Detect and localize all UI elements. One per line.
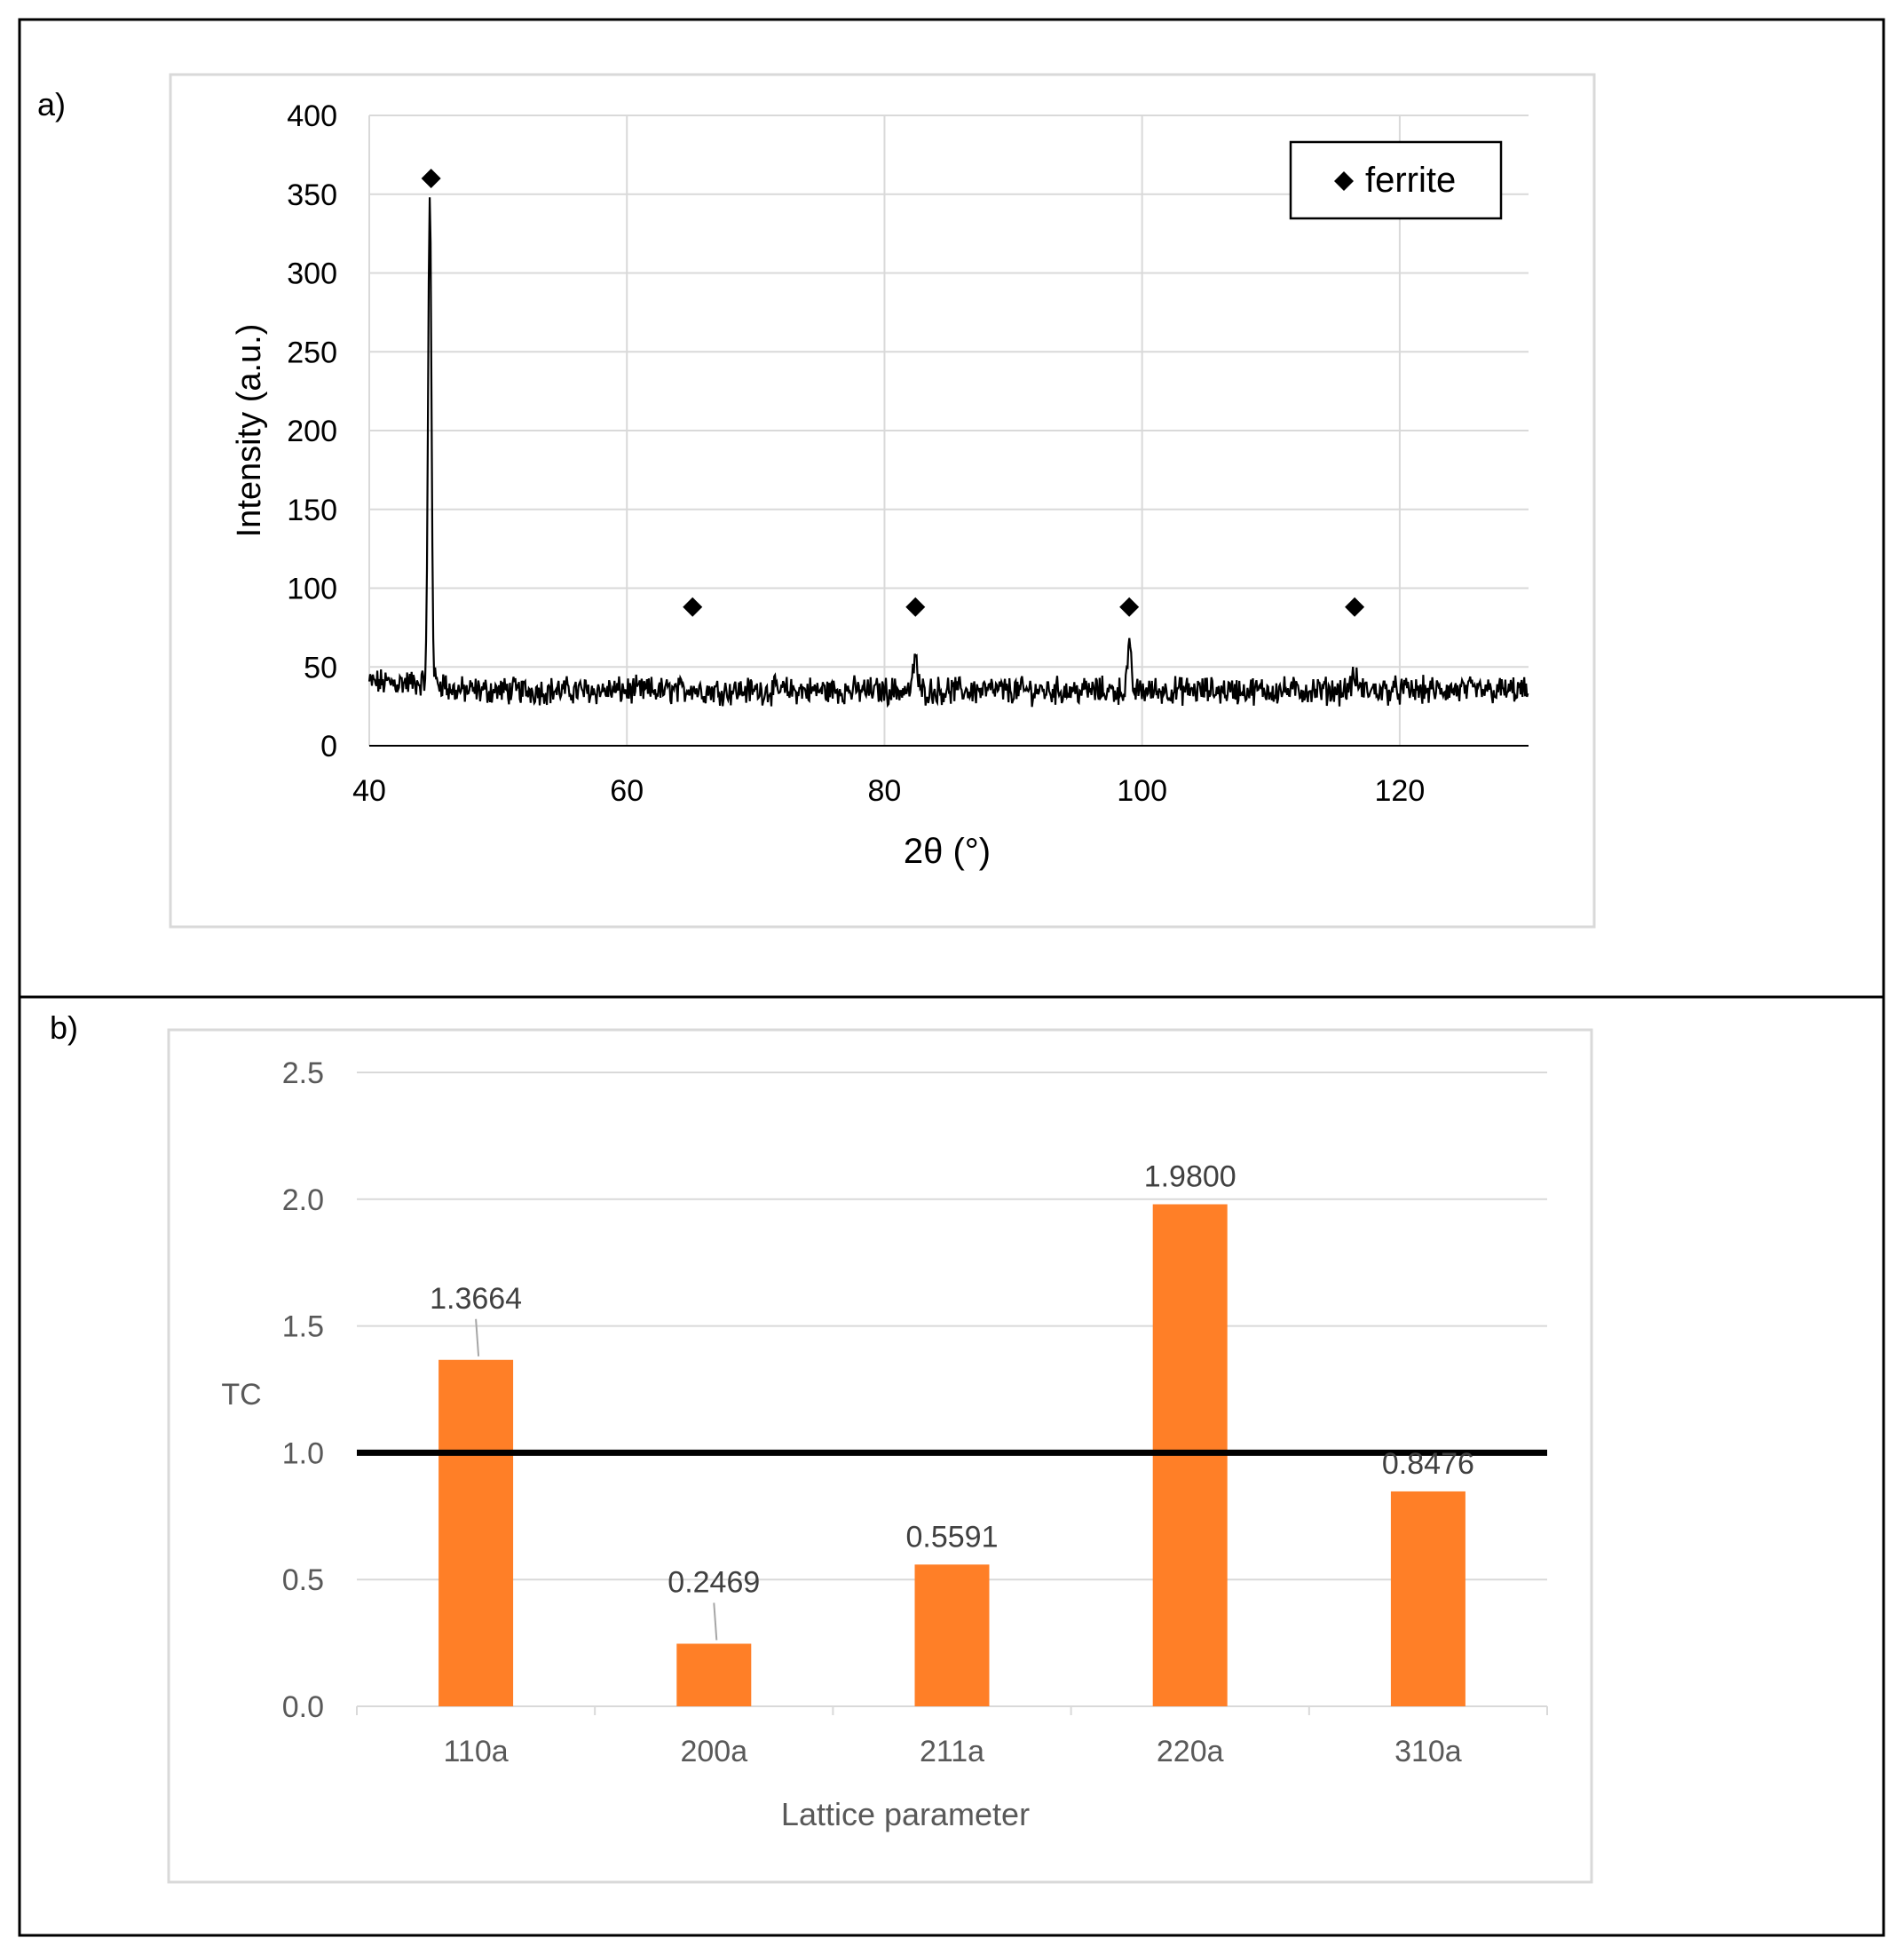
ferrite-peak-marker: [421, 169, 441, 188]
chart-b-x-tick-label: 310a: [1394, 1735, 1462, 1768]
chart-a-y-tick-label: 200: [287, 415, 337, 448]
legend-entry-ferrite: ferrite: [1365, 161, 1456, 200]
bar-data-label: 1.9800: [1144, 1160, 1236, 1194]
legend-diamond-icon: [1334, 171, 1354, 191]
chart-a-legend: ferrite: [1289, 140, 1503, 220]
panel-b-label: b): [50, 1009, 78, 1046]
chart-b-x-axis-title: Lattice parameter: [781, 1796, 1030, 1832]
ferrite-peak-marker: [683, 597, 703, 617]
bar-200a: [676, 1643, 752, 1706]
chart-a-y-tick-label: 250: [287, 336, 337, 369]
chart-a-x-tick-label: 40: [352, 774, 386, 808]
chart-a-peak-markers: [421, 169, 1365, 617]
chart-b-y-axis-title: TC: [221, 1378, 261, 1412]
chart-a-x-axis-title: 2θ (°): [904, 832, 991, 871]
chart-a-y-tick-label: 150: [287, 494, 337, 527]
ferrite-peak-marker: [905, 597, 926, 617]
chart-b: 0.0 0.5 1.0 1.5 2.0 2.5 110a 1.3664 200a 0.2469 21…: [221, 1056, 1548, 1832]
chart-b-y-tick-label: 2.0: [282, 1183, 324, 1217]
data-label-leader: [713, 1602, 718, 1641]
bar-211a: [914, 1564, 990, 1706]
chart-a-series-line: [367, 197, 1529, 708]
chart-b-y-tick-label: 0.5: [282, 1563, 324, 1597]
bar-110a: [438, 1359, 514, 1706]
chart-a-y-tick-label: 300: [287, 257, 337, 291]
chart-a-y-tick-label: 400: [287, 99, 337, 133]
ferrite-peak-marker: [1119, 597, 1140, 617]
chart-a-y-tick-label: 50: [304, 651, 337, 684]
bar-310a: [1390, 1491, 1466, 1706]
chart-a-y-tick-label: 350: [287, 178, 337, 212]
bar-data-label: 0.2469: [668, 1565, 760, 1599]
chart-b-x-tick-label: 220a: [1157, 1735, 1224, 1768]
bar-data-label: 0.8476: [1382, 1447, 1474, 1481]
bar-data-label: 1.3664: [430, 1282, 522, 1316]
chart-a-y-tick-label: 100: [287, 573, 337, 606]
ferrite-peak-marker: [1345, 597, 1365, 617]
chart-b-area: [167, 1028, 1593, 1884]
chart-b-y-tick-label: 2.5: [282, 1056, 324, 1090]
legend-box: [1289, 140, 1503, 220]
chart-a: 0 50 100 150 200 250 300 350 400 40 60 80 100 120 2θ …: [231, 99, 1529, 871]
chart-a-y-tick-label: 0: [320, 730, 337, 763]
bar-data-label: 0.5591: [906, 1520, 999, 1554]
chart-a-x-tick-label: 60: [610, 774, 644, 808]
panel-a-label: a): [37, 86, 66, 123]
chart-a-x-tick-label: 100: [1117, 774, 1167, 808]
chart-a-y-axis-title: Intensity (a.u.): [231, 324, 268, 538]
chart-a-x-tick-label: 80: [868, 774, 902, 808]
figure-frame: [18, 18, 1885, 1937]
chart-b-x-tick-label: 110a: [444, 1735, 509, 1768]
chart-b-labels: 0.0 0.5 1.0 1.5 2.0 2.5 110a 1.3664 200a 0.2469 21…: [282, 1056, 1474, 1768]
data-label-leader: [475, 1318, 480, 1357]
chart-b-x-tick-label: 211a: [920, 1735, 984, 1768]
chart-b-x-tick-label: 200a: [680, 1735, 747, 1768]
chart-a-x-tick-label: 120: [1375, 774, 1426, 808]
chart-b-y-tick-label: 1.0: [282, 1436, 324, 1470]
chart-b-y-tick-label: 1.5: [282, 1310, 324, 1344]
chart-b-y-tick-label: 0.0: [282, 1690, 324, 1724]
chart-a-tick-labels: 0 50 100 150 200 250 300 350 400 40 60 80 100 120: [287, 99, 1425, 808]
